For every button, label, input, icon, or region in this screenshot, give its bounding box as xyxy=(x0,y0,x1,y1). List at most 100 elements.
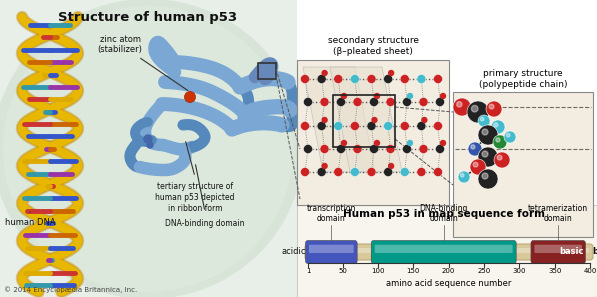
Circle shape xyxy=(458,171,470,183)
Circle shape xyxy=(370,97,378,107)
Circle shape xyxy=(408,94,413,99)
Circle shape xyxy=(482,129,488,135)
Circle shape xyxy=(372,118,377,122)
Circle shape xyxy=(471,145,475,149)
Circle shape xyxy=(460,173,464,177)
Circle shape xyxy=(417,168,426,176)
Circle shape xyxy=(334,121,343,130)
Circle shape xyxy=(453,98,471,116)
Text: basic: basic xyxy=(560,247,584,255)
Circle shape xyxy=(478,115,490,127)
Text: 300: 300 xyxy=(513,268,526,274)
Circle shape xyxy=(334,168,343,176)
Ellipse shape xyxy=(0,0,303,297)
Text: transcription
domain: transcription domain xyxy=(307,204,356,223)
Circle shape xyxy=(367,121,376,130)
Circle shape xyxy=(300,75,309,83)
Circle shape xyxy=(374,94,380,99)
Circle shape xyxy=(334,75,343,83)
Circle shape xyxy=(350,75,359,83)
Circle shape xyxy=(367,168,376,176)
Circle shape xyxy=(472,105,478,112)
FancyBboxPatch shape xyxy=(297,0,597,297)
Text: 400: 400 xyxy=(583,268,596,274)
Circle shape xyxy=(417,75,426,83)
Circle shape xyxy=(320,145,329,154)
Circle shape xyxy=(467,101,489,123)
Text: 1: 1 xyxy=(306,268,310,274)
Circle shape xyxy=(497,155,502,160)
FancyBboxPatch shape xyxy=(0,0,300,297)
Circle shape xyxy=(457,102,462,107)
Circle shape xyxy=(341,94,346,99)
Circle shape xyxy=(320,97,329,107)
Circle shape xyxy=(417,121,426,130)
Circle shape xyxy=(322,118,327,122)
Circle shape xyxy=(482,151,488,157)
Circle shape xyxy=(353,97,362,107)
Circle shape xyxy=(400,121,410,130)
Circle shape xyxy=(441,140,445,146)
Circle shape xyxy=(491,120,505,134)
FancyBboxPatch shape xyxy=(297,205,597,297)
Circle shape xyxy=(468,142,482,156)
Circle shape xyxy=(353,145,362,154)
Circle shape xyxy=(317,121,326,130)
Circle shape xyxy=(374,140,380,146)
Polygon shape xyxy=(330,67,402,172)
Circle shape xyxy=(350,121,359,130)
Circle shape xyxy=(435,145,445,154)
Circle shape xyxy=(350,168,359,176)
Circle shape xyxy=(435,97,445,107)
FancyBboxPatch shape xyxy=(297,60,449,205)
Circle shape xyxy=(496,138,500,142)
Circle shape xyxy=(400,168,410,176)
Circle shape xyxy=(386,97,395,107)
Text: © 2014 Encyclopædia Britannica, Inc.: © 2014 Encyclopædia Britannica, Inc. xyxy=(4,286,137,293)
Circle shape xyxy=(441,94,445,99)
FancyBboxPatch shape xyxy=(309,248,589,253)
Text: DNA-binding domain: DNA-binding domain xyxy=(165,219,245,228)
Circle shape xyxy=(504,131,516,143)
Circle shape xyxy=(303,97,312,107)
Circle shape xyxy=(494,152,510,168)
Text: 50: 50 xyxy=(338,268,347,274)
FancyBboxPatch shape xyxy=(305,244,593,260)
Circle shape xyxy=(419,145,428,154)
FancyBboxPatch shape xyxy=(531,241,586,263)
Text: 100: 100 xyxy=(371,268,384,274)
Circle shape xyxy=(317,75,326,83)
Circle shape xyxy=(478,125,498,145)
Circle shape xyxy=(402,145,411,154)
Circle shape xyxy=(303,145,312,154)
FancyBboxPatch shape xyxy=(371,241,516,263)
Circle shape xyxy=(389,70,393,75)
Circle shape xyxy=(386,145,395,154)
Circle shape xyxy=(322,70,327,75)
FancyBboxPatch shape xyxy=(453,92,593,237)
Ellipse shape xyxy=(3,6,293,292)
Circle shape xyxy=(506,133,510,137)
Circle shape xyxy=(478,147,498,167)
Text: secondary structure
(β–pleated sheet): secondary structure (β–pleated sheet) xyxy=(328,36,418,56)
Circle shape xyxy=(433,121,442,130)
Text: Human p53 in map sequence form: Human p53 in map sequence form xyxy=(343,209,545,219)
Circle shape xyxy=(419,97,428,107)
Text: 250: 250 xyxy=(478,268,491,274)
FancyBboxPatch shape xyxy=(534,245,582,253)
Circle shape xyxy=(481,117,484,121)
Circle shape xyxy=(470,159,486,175)
Text: 150: 150 xyxy=(407,268,420,274)
Circle shape xyxy=(300,121,309,130)
Circle shape xyxy=(147,142,153,148)
Circle shape xyxy=(482,173,488,179)
Circle shape xyxy=(433,75,442,83)
Circle shape xyxy=(486,101,502,117)
Text: acidic: acidic xyxy=(282,247,306,255)
Circle shape xyxy=(384,121,393,130)
FancyBboxPatch shape xyxy=(306,241,357,263)
Circle shape xyxy=(408,140,413,146)
Circle shape xyxy=(300,168,309,176)
Circle shape xyxy=(144,135,152,143)
Circle shape xyxy=(489,104,494,109)
